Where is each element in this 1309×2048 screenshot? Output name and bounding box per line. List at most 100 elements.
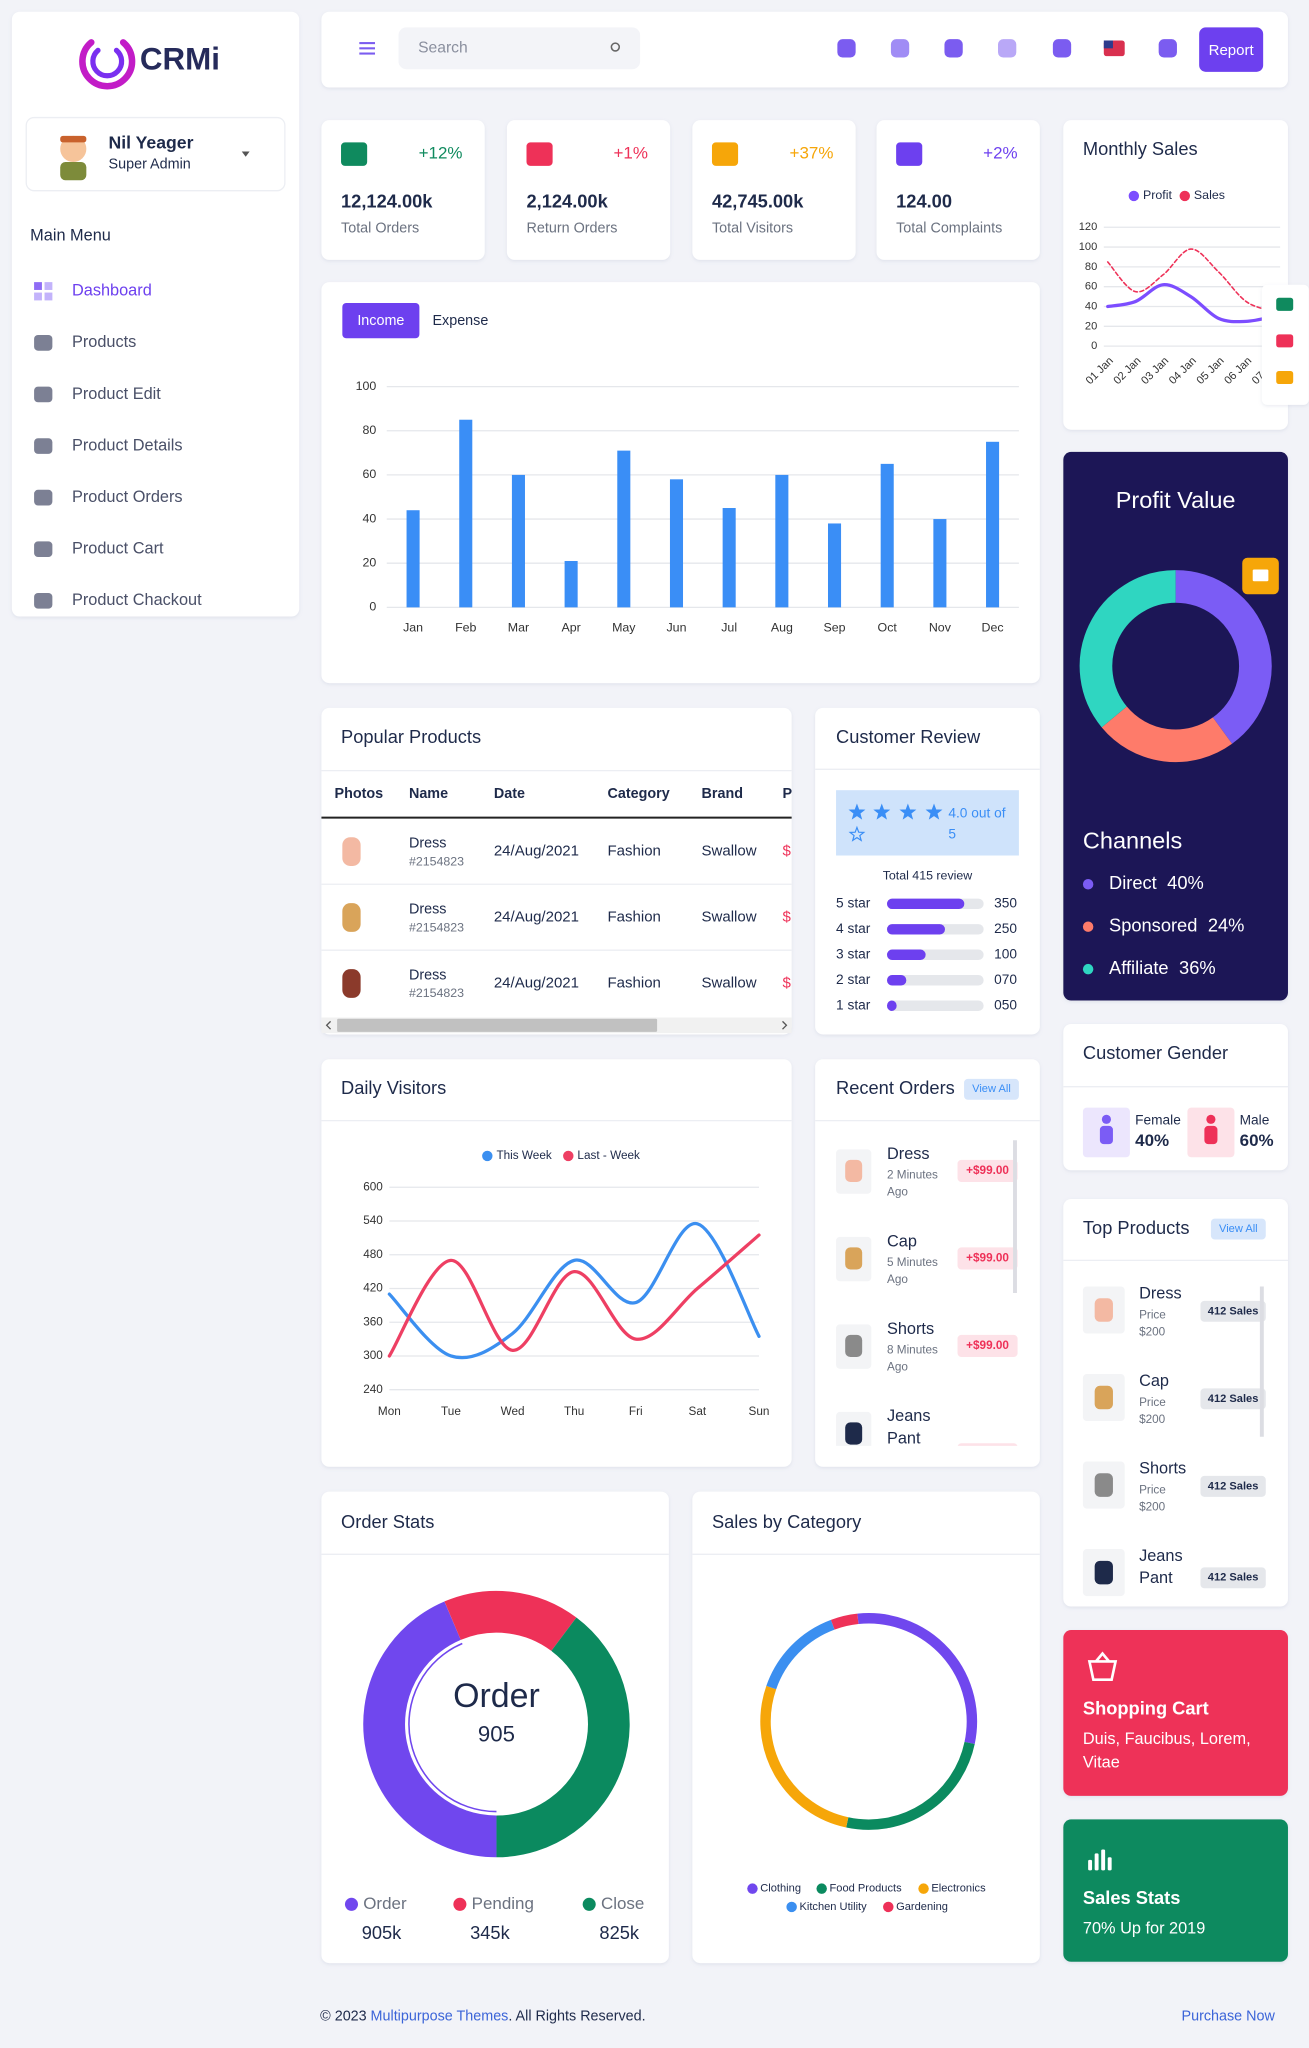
- y-tick-label: 60: [362, 467, 376, 481]
- product-thumb-icon: [1094, 1298, 1113, 1322]
- card-title: Monthly Sales: [1083, 138, 1198, 159]
- sales-badge: [1200, 1475, 1266, 1497]
- y-tick-label: 20: [1085, 320, 1097, 332]
- dropdown-caret[interactable]: [241, 151, 250, 157]
- gender-icon: [1099, 1125, 1113, 1145]
- menu-icon: [34, 292, 42, 301]
- menu-item[interactable]: Products: [72, 333, 136, 351]
- product-brand: Swallow: [702, 843, 757, 860]
- user-role: Super Admin: [109, 156, 191, 172]
- legend-dot: [1179, 190, 1191, 202]
- legend-dot: [482, 1150, 493, 1162]
- price-badge: [957, 1334, 1018, 1358]
- bar: [459, 419, 473, 608]
- donut-segment: [857, 1613, 978, 1744]
- bar: [775, 474, 789, 608]
- stat-label: Total Visitors: [712, 220, 793, 236]
- menu-item[interactable]: Product Cart: [72, 540, 164, 558]
- view-all-link[interactable]: View All: [972, 1083, 1011, 1095]
- product-price: $: [783, 843, 792, 860]
- toolbar-icon: [944, 39, 963, 58]
- menu-item[interactable]: Product Chackout: [72, 591, 202, 609]
- price-badge: [957, 1443, 1018, 1446]
- purchase-link[interactable]: Purchase Now: [1182, 2008, 1276, 2024]
- logo-mark: [90, 47, 125, 79]
- stat-label: Total Orders: [341, 220, 419, 236]
- search-placeholder[interactable]: Search: [418, 39, 468, 56]
- bar: [880, 463, 894, 608]
- order-time: 5 Minutes Ago: [887, 1256, 941, 1286]
- text-line: Pant: [887, 1430, 921, 1448]
- footer-link[interactable]: Multipurpose Themes: [371, 2008, 509, 2024]
- scroll-arrow[interactable]: [782, 1020, 788, 1030]
- bar: [827, 523, 842, 608]
- order-time: 8 Minutes Ago: [887, 1344, 941, 1374]
- product-name: Dress: [409, 836, 447, 852]
- order-name: Dress: [887, 1145, 930, 1163]
- view-all-link[interactable]: View All: [1219, 1223, 1258, 1235]
- text-line: Jeans: [1139, 1547, 1187, 1565]
- x-tick-label: Jul: [721, 621, 737, 635]
- tab[interactable]: Income: [357, 313, 404, 329]
- text-line: Jeans: [887, 1407, 935, 1425]
- card-title: Customer Review: [836, 726, 981, 747]
- menu-item[interactable]: Product Edit: [72, 385, 161, 403]
- recent-order-list: Dress 2 Minutes Ago +$99.00 Cap 5 Minutes Ag…: [836, 1145, 1018, 1448]
- menu-item[interactable]: Product Details: [72, 436, 183, 454]
- legend-label: Kitchen Utility: [799, 1901, 867, 1913]
- legend-title: Channels: [1083, 828, 1182, 854]
- sales-count: 412 Sales: [1208, 1305, 1259, 1317]
- scroll-arrow[interactable]: [325, 1020, 332, 1030]
- x-tick-label: Mar: [508, 621, 529, 635]
- menu-item[interactable]: Product Orders: [72, 488, 183, 506]
- menu-title: Main Menu: [30, 227, 111, 245]
- menu-item[interactable]: Dashboard: [72, 282, 152, 300]
- review-bar: [886, 949, 926, 960]
- card: [692, 1491, 1040, 1964]
- flag-icon: [1103, 40, 1113, 49]
- side-widget-icon: [1276, 297, 1294, 311]
- product-price: $200: [1139, 1500, 1166, 1513]
- text-line: Ago: [887, 1186, 908, 1199]
- promo-card: [1063, 1819, 1288, 1962]
- y-tick-label: 80: [362, 423, 376, 437]
- order-thumb-icon: [845, 1334, 863, 1358]
- series-line: [387, 1233, 761, 1358]
- tab[interactable]: Expense: [432, 313, 488, 329]
- table-header: Category: [607, 786, 669, 802]
- review-count: 350: [994, 895, 1017, 910]
- search-box: [398, 27, 641, 70]
- side-widget-icon: [1276, 334, 1294, 348]
- legend-dot: [816, 1883, 827, 1894]
- y-tick-label: 40: [362, 511, 376, 525]
- gender-icon: [1204, 1125, 1218, 1145]
- gender-value: 60%: [1240, 1131, 1274, 1150]
- cart-icon: [1087, 1651, 1118, 1681]
- legend-value: 825k: [599, 1922, 639, 1943]
- stat-value: 12,124.00k: [341, 190, 433, 211]
- avatar: [60, 161, 87, 181]
- report-button-label[interactable]: Report: [1209, 42, 1255, 59]
- sales-count: 412 Sales: [1208, 1480, 1259, 1492]
- card-title: Profit Value: [1116, 487, 1236, 513]
- order-thumb-icon: [845, 1422, 863, 1445]
- x-tick-label: Mon: [378, 1405, 401, 1418]
- bar: [511, 474, 525, 608]
- product-photo: [342, 903, 361, 932]
- legend-entry: Sponsored 24%: [1109, 915, 1244, 936]
- product-name: Dress: [409, 902, 447, 918]
- review-count: 100: [994, 946, 1017, 961]
- product-brand: Swallow: [702, 974, 757, 991]
- y-tick-label: 0: [1091, 340, 1097, 352]
- rating-text: 4.0 out of 5: [948, 805, 1009, 841]
- side-widget-icon: [1276, 370, 1294, 384]
- menu-icon: [44, 282, 53, 290]
- toolbar-icon: [837, 39, 856, 58]
- product-photo: [342, 837, 361, 866]
- review-label: 1 star: [836, 997, 871, 1012]
- stat-value: 2,124.00k: [526, 190, 608, 211]
- text-line: 4.0 out of: [948, 805, 1009, 820]
- user-name: Nil Yeager: [109, 132, 194, 152]
- card: [321, 707, 792, 1035]
